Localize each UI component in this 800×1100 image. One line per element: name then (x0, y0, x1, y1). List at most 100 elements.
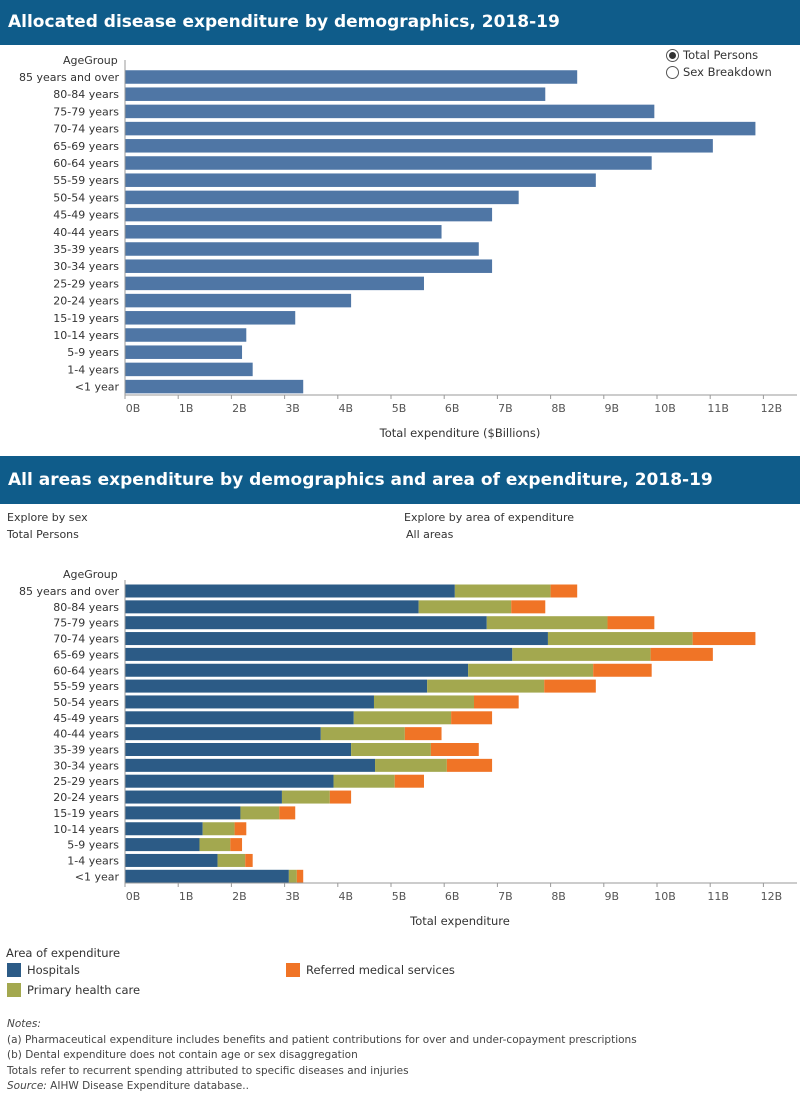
category-label: 65-69 years (53, 648, 119, 661)
bar-primary-health-care (512, 647, 651, 661)
bar-hospitals (125, 632, 548, 646)
legend-label-hospitals: Hospitals (27, 963, 80, 977)
bar-referred-medical-services (650, 647, 713, 661)
category-label: 15-19 years (53, 312, 119, 325)
x-tick-label: 1B (179, 890, 194, 903)
legend-swatch-referred-medical-services (286, 963, 300, 977)
category-label: 60-64 years (53, 157, 119, 170)
bar (125, 104, 655, 119)
bar-referred-medical-services (473, 695, 519, 709)
category-label: 80-84 years (53, 601, 119, 614)
x-axis-title: Total expenditure (409, 914, 510, 928)
category-label: 25-29 years (53, 775, 119, 788)
category-label: 80-84 years (53, 88, 119, 101)
legend-item-hospitals[interactable]: Hospitals (7, 963, 80, 977)
x-tick-label: 8B (551, 402, 566, 415)
bar-primary-health-care (547, 632, 693, 646)
radio-sex-breakdown[interactable]: Sex Breakdown (666, 65, 772, 79)
bar-primary-health-care (373, 695, 474, 709)
bar-primary-health-care (351, 743, 431, 756)
x-tick-label: 7B (498, 890, 513, 903)
bar-primary-health-care (427, 679, 545, 693)
category-label: 35-39 years (53, 243, 119, 256)
bar-hospitals (125, 663, 469, 677)
bar-primary-health-care (320, 727, 405, 741)
x-tick-label: 3B (285, 402, 300, 415)
x-tick-label: 11B (707, 402, 729, 415)
category-label: 10-14 years (53, 823, 119, 836)
bar (125, 173, 596, 187)
legend-swatch-hospitals (7, 963, 21, 977)
legend-item-primary-health-care[interactable]: Primary health care (7, 983, 140, 997)
category-label: 30-34 years (53, 260, 119, 273)
x-axis-title: Total expenditure ($Billions) (379, 426, 541, 440)
bar-referred-medical-services (234, 822, 247, 836)
bar-referred-medical-services (544, 679, 596, 693)
x-tick-label: 4B (339, 890, 354, 903)
x-tick-label: 9B (605, 402, 620, 415)
legend-item-referred-medical-services[interactable]: Referred medical services (286, 963, 455, 977)
bar-referred-medical-services (593, 663, 652, 677)
bar (125, 242, 479, 256)
notes-block: Notes: (a) Pharmaceutical expenditure in… (7, 1017, 637, 1095)
filter-area-dropdown[interactable]: All areas (406, 528, 454, 541)
source-line: Source: AIHW Disease Expenditure databas… (7, 1079, 637, 1095)
bar-hospitals (125, 774, 334, 788)
bar (125, 259, 493, 273)
x-tick-label: 0B (126, 890, 141, 903)
bar-hospitals (125, 584, 455, 598)
bar (125, 328, 247, 342)
x-tick-label: 0B (126, 402, 141, 415)
x-tick-label: 6B (445, 402, 460, 415)
bar-primary-health-care (202, 822, 235, 836)
bar-hospitals (125, 822, 203, 836)
bar-referred-medical-services (692, 632, 756, 646)
legend-label-primary-health-care: Primary health care (27, 983, 141, 997)
bar-referred-medical-services (245, 853, 253, 867)
category-label: 1-4 years (67, 854, 119, 867)
bar-referred-medical-services (430, 743, 479, 756)
category-label: 55-59 years (53, 174, 119, 187)
category-label: 25-29 years (53, 277, 119, 290)
note-line-totals: Totals refer to recurrent spending attri… (7, 1064, 409, 1077)
category-label: 40-44 years (53, 728, 119, 741)
bar-primary-health-care (418, 600, 512, 614)
legend-title: Area of expenditure (6, 946, 121, 960)
bar-referred-medical-services (296, 869, 304, 883)
x-tick-label: 12B (761, 890, 783, 903)
radio-total-persons[interactable]: Total Persons (666, 48, 758, 62)
category-label: <1 year (75, 381, 120, 394)
bar-referred-medical-services (451, 711, 493, 725)
x-tick-label: 2B (232, 402, 247, 415)
bottom-row-header: AgeGroup (63, 568, 118, 581)
radio-sex-breakdown-label: Sex Breakdown (683, 65, 772, 79)
x-tick-label: 10B (654, 890, 676, 903)
top-bar-chart: 85 years and over 80-84 years 75-79 years 7… (19, 60, 797, 440)
bar-hospitals (125, 853, 218, 867)
category-label: 5-9 years (67, 346, 119, 359)
bar (125, 362, 253, 377)
bar (125, 139, 713, 153)
top-chart-title: Allocated disease expenditure by demogra… (0, 0, 800, 45)
filter-sex-dropdown[interactable]: Total Persons (7, 528, 79, 541)
bar-hospitals (125, 838, 200, 852)
bar-referred-medical-services (279, 806, 296, 820)
bar-hospitals (125, 711, 354, 725)
category-label: 65-69 years (53, 140, 119, 153)
bar (125, 87, 546, 101)
bar-referred-medical-services (394, 774, 424, 788)
filter-area-label: Explore by area of expenditure (404, 511, 575, 524)
category-label: 75-79 years (53, 105, 119, 118)
bar (125, 121, 756, 136)
bar (125, 70, 578, 84)
legend-label-referred-medical-services: Referred medical services (306, 963, 455, 977)
bar-referred-medical-services (446, 758, 493, 772)
note-line-b: (b) Dental expenditure does not contain … (7, 1049, 358, 1061)
x-tick-label: 11B (707, 890, 729, 903)
category-label: 20-24 years (53, 791, 119, 804)
bar-referred-medical-services (511, 600, 546, 614)
bar-primary-health-care (486, 616, 608, 630)
radio-unselected-icon (666, 65, 679, 79)
category-label: 5-9 years (67, 839, 119, 852)
x-tick-label: 3B (285, 890, 300, 903)
